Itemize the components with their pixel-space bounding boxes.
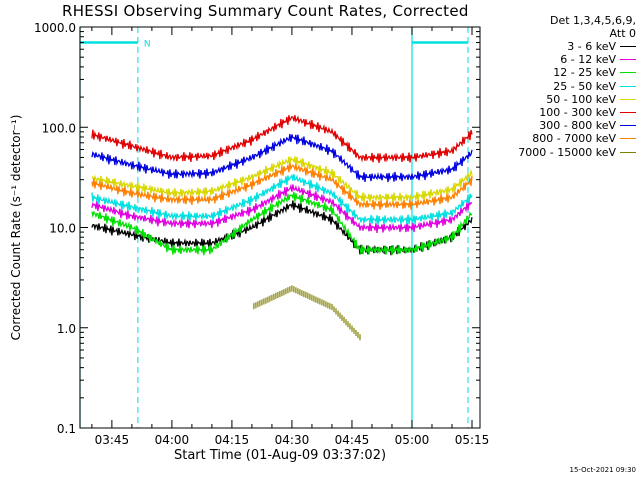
night-marker-label: N xyxy=(144,40,151,50)
legend-item: 12 - 25 keV xyxy=(488,66,636,79)
legend-item: 50 - 100 keV xyxy=(488,93,636,106)
series-line-7 xyxy=(91,162,473,210)
legend-item: 300 - 800 keV xyxy=(488,119,636,132)
legend-swatch xyxy=(620,59,636,61)
series-line-2 xyxy=(91,191,473,256)
x-tick-label: 03:45 xyxy=(95,433,130,447)
legend-swatch xyxy=(620,138,636,140)
x-tick-label: 05:00 xyxy=(395,433,430,447)
x-axis-label: Start Time (01-Aug-09 03:37:02) xyxy=(174,448,386,463)
x-tick-label: 04:00 xyxy=(155,433,190,447)
legend-label: 300 - 800 keV xyxy=(539,119,616,133)
x-axis: 03:45 04:00 04:15 04:30 04:45 05:00 05:15 xyxy=(91,27,490,447)
legend-swatch xyxy=(620,85,636,87)
legend-item: 7000 - 15000 keV xyxy=(488,146,636,159)
series-2 xyxy=(91,191,473,256)
legend-item: 3 - 6 keV xyxy=(488,40,636,53)
legend-item: 100 - 300 keV xyxy=(488,106,636,119)
series-8 xyxy=(253,285,361,341)
series-4 xyxy=(91,156,473,203)
legend-swatch xyxy=(620,72,636,74)
legend-item: 800 - 7000 keV xyxy=(488,132,636,145)
legend-header-line-1: Det 1,3,4,5,6,9, xyxy=(549,14,636,27)
legend-label: 800 - 7000 keV xyxy=(532,132,616,146)
y-axis: 0.1 1.0 10.0 100.0 1000.0 xyxy=(34,21,480,436)
legend-swatch xyxy=(620,125,636,127)
y-tick-label: 0.1 xyxy=(57,422,76,436)
series-line-1 xyxy=(91,183,473,233)
series-5 xyxy=(91,115,473,163)
y-tick-label: 1000.0 xyxy=(34,21,76,35)
y-tick-label: 1.0 xyxy=(57,322,76,336)
legend-swatch xyxy=(620,112,636,114)
legend-header-line-2: Att 0 xyxy=(609,27,636,40)
series-line-8 xyxy=(253,285,361,341)
x-tick-label: 04:15 xyxy=(215,433,250,447)
legend-label: 3 - 6 keV xyxy=(567,40,616,54)
y-tick-label: 10.0 xyxy=(49,222,76,236)
series-line-5 xyxy=(91,115,473,163)
legend-label: 6 - 12 keV xyxy=(560,53,616,67)
x-tick-label: 04:30 xyxy=(275,433,310,447)
series-line-4 xyxy=(91,156,473,203)
series-3 xyxy=(91,173,473,226)
legend-swatch xyxy=(620,46,636,48)
y-axis-label: Corrected Count Rate (s⁻¹ detector⁻¹) xyxy=(9,115,23,341)
legend-label: 50 - 100 keV xyxy=(546,92,616,106)
series-1 xyxy=(91,183,473,233)
generation-timestamp: 15-Oct-2021 09:30 xyxy=(569,466,636,474)
series-6 xyxy=(91,133,473,183)
legend-label: 7000 - 15000 keV xyxy=(518,145,616,159)
legend-item: 25 - 50 keV xyxy=(488,80,636,93)
y-tick-label: 100.0 xyxy=(42,121,76,135)
series-7 xyxy=(91,162,473,210)
series-group xyxy=(91,115,473,341)
legend-swatch xyxy=(620,151,636,153)
legend-item: 6 - 12 keV xyxy=(488,53,636,66)
series-line-3 xyxy=(91,173,473,226)
chart-title: RHESSI Observing Summary Count Rates, Co… xyxy=(62,2,469,20)
legend-label: 25 - 50 keV xyxy=(553,79,616,93)
x-tick-label: 05:15 xyxy=(455,433,490,447)
legend-swatch xyxy=(620,98,636,100)
legend: Det 1,3,4,5,6,9, Att 0 3 - 6 keV 6 - 12 k… xyxy=(488,14,636,159)
legend-label: 100 - 300 keV xyxy=(539,106,616,120)
legend-label: 12 - 25 keV xyxy=(553,66,616,80)
series-line-6 xyxy=(91,133,473,183)
x-tick-label: 04:45 xyxy=(335,433,370,447)
